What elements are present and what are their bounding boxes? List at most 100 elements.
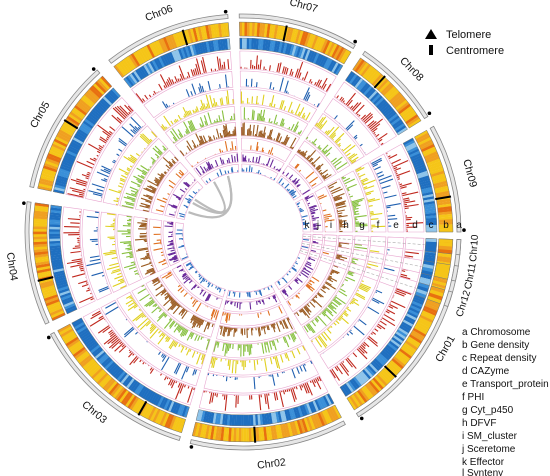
effector-bar (188, 198, 192, 201)
phi-bar (161, 124, 167, 130)
gene-density-cell (47, 152, 62, 161)
dfvf-bar (180, 305, 182, 308)
dfvf-bar (306, 150, 317, 161)
repeat-density-cell (358, 81, 367, 92)
gene-density-cell (275, 424, 281, 440)
repeat-density-cell (329, 60, 337, 72)
repeat-density-cell (373, 358, 384, 368)
p450-bar (294, 125, 299, 133)
secretome-bar (294, 181, 299, 185)
phi-bar (331, 134, 337, 140)
cazyme-bar (114, 342, 124, 352)
secretome-bar (206, 168, 209, 172)
gene-density-cell (317, 37, 326, 52)
sm-bar (158, 259, 166, 264)
gene-density-cell (324, 41, 333, 55)
repeat-density-cell (55, 279, 67, 285)
gene-density-cell (84, 92, 97, 104)
phi-bar (196, 352, 199, 354)
gene-density-cell (417, 319, 432, 328)
effector-bar (231, 166, 234, 173)
dfvf-bar (260, 326, 263, 331)
dfvf-bar (154, 177, 162, 182)
effector-bar (185, 206, 188, 209)
gene-density-band (346, 238, 454, 411)
phi-bar (370, 250, 380, 253)
gene-density-cell (352, 392, 364, 406)
gene-density-cell (220, 426, 225, 442)
gene-density-cell (176, 417, 184, 433)
cazyme-bar (311, 379, 316, 388)
cazyme-bar (90, 312, 102, 320)
p450-bar (291, 333, 296, 341)
dfvf-bar (152, 278, 159, 283)
gene-density-cell (289, 421, 296, 437)
cazyme-bar (358, 114, 361, 117)
secretome-bar (285, 172, 290, 177)
repeat-density-cell (392, 335, 404, 344)
p450-bar (170, 130, 178, 141)
effector-bar (187, 201, 191, 204)
p450-bar (152, 303, 157, 308)
cazyme-bar (400, 186, 407, 189)
transport-track (369, 153, 405, 233)
p450-bar (207, 112, 212, 125)
cazyme-bar (298, 72, 302, 79)
repeat-density-cell (217, 39, 222, 51)
gene-density-cell (319, 411, 328, 426)
repeat-density-cell (246, 38, 250, 50)
secretome-track (162, 220, 180, 267)
dfvf-bar (277, 140, 280, 143)
p450-bar (345, 185, 348, 187)
gene-density-cell (317, 412, 326, 427)
transport-track (378, 271, 399, 288)
phi-bar (126, 167, 131, 171)
cazyme-bar (289, 68, 293, 76)
p450-bar (318, 146, 321, 150)
gene-density-cell (46, 155, 61, 163)
p450-bar (263, 342, 267, 353)
repeat-density-cell (282, 42, 288, 54)
gene-density-cell (312, 414, 321, 429)
sm-bar (309, 280, 312, 283)
cazyme-bar (119, 105, 130, 116)
dfvf-bar (325, 281, 332, 286)
phi-bar (311, 340, 313, 343)
gene-density-cell (263, 426, 268, 441)
gene-density-cell (142, 404, 152, 418)
centromere-label: Centromere (446, 45, 504, 57)
secretome-bar (173, 259, 179, 263)
phi-bar (368, 205, 373, 207)
repeat-density-cell (49, 240, 61, 244)
gene-density-cell (438, 245, 453, 251)
cazyme-bar (177, 78, 180, 82)
phi-bar (371, 225, 386, 228)
dfvf-bar (299, 309, 303, 313)
dfvf-bar (186, 140, 193, 151)
p450-bar (154, 304, 158, 308)
p450-bar (294, 331, 297, 335)
cazyme-bar (334, 366, 339, 372)
phi-bar (275, 355, 281, 369)
cazyme-bar (395, 290, 407, 296)
dfvf-bar (302, 150, 308, 157)
repeat-density-cell (389, 115, 400, 124)
small-chromosome-guide (299, 250, 417, 289)
dfvf-bar (327, 181, 338, 188)
dfvf-bar (228, 327, 231, 336)
repeat-density-cell (201, 42, 206, 54)
repeat-density-cell (399, 325, 410, 334)
centromere-marker (181, 29, 189, 46)
secretome-bar (296, 184, 301, 188)
sm-bar (190, 296, 193, 300)
dfvf-track (296, 140, 337, 182)
repeat-density-cell (393, 121, 404, 130)
secretome-bar (310, 249, 316, 253)
p450-bar (190, 332, 194, 338)
sm-bar (183, 292, 188, 297)
phi-bar (326, 126, 335, 136)
repeat-density-cell (77, 327, 89, 336)
cazyme-bar (393, 166, 398, 170)
cazyme-bar (360, 114, 366, 120)
repeat-density-cell (417, 282, 430, 289)
